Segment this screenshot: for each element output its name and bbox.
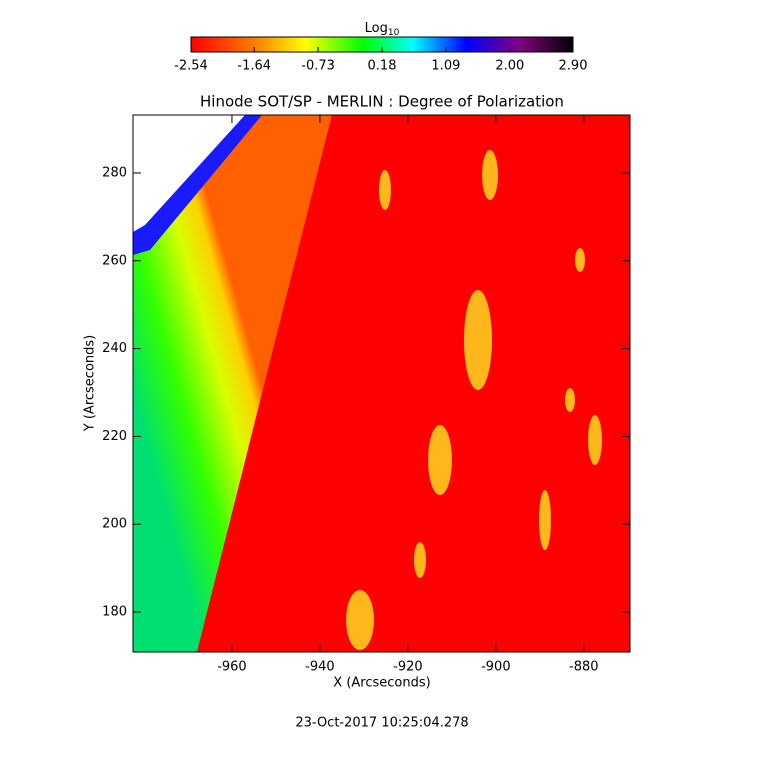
plot-frame <box>132 114 631 653</box>
y-tick-label: 200 <box>102 517 127 532</box>
y-tick-label: 280 <box>102 165 127 180</box>
x-tick-label: -940 <box>305 660 335 675</box>
x-axis-label: X (Arcseconds) <box>333 676 430 691</box>
colorbar-tick-label: 1.09 <box>431 59 460 74</box>
x-tick-label: -880 <box>569 660 599 675</box>
y-axis-label: Y (Arcseconds) <box>83 335 98 432</box>
colorbar-tick-label: -0.73 <box>301 59 335 74</box>
colorbar-tick-label: 0.18 <box>368 59 397 74</box>
x-tick-label: -960 <box>217 660 247 675</box>
colorbar-tick-label: -2.54 <box>174 59 208 74</box>
colorbar-tick-label: 2.90 <box>559 59 588 74</box>
image <box>133 115 630 652</box>
y-tick-label: 180 <box>102 605 127 620</box>
chart-title: Hinode SOT/SP - MERLIN : Degree of Polar… <box>200 93 564 111</box>
colorbar-label: Log10 <box>365 21 400 38</box>
x-tick-label: -900 <box>481 660 511 675</box>
y-tick-label: 240 <box>102 341 127 356</box>
colorbar-tick-label: 2.00 <box>495 59 524 74</box>
timestamp: 23-Oct-2017 10:25:04.278 <box>295 716 468 731</box>
x-tick-label: -920 <box>393 660 423 675</box>
y-tick-label: 220 <box>102 429 127 444</box>
y-tick-label: 260 <box>102 253 127 268</box>
colorbar-tick-label: -1.64 <box>237 59 271 74</box>
